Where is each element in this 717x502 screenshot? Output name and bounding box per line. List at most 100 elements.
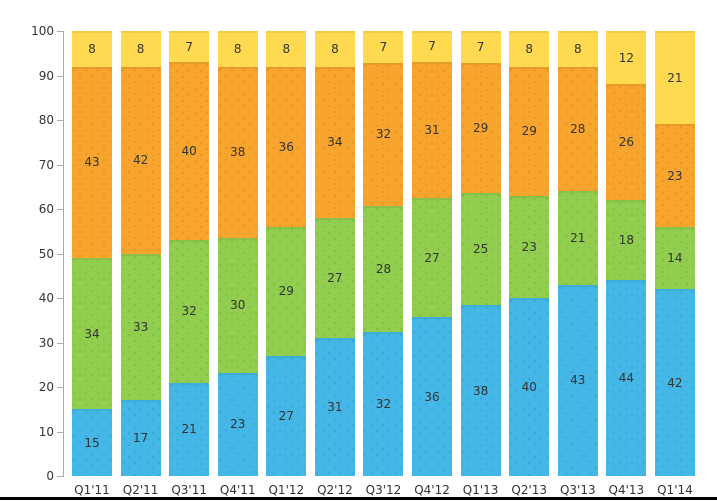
segment-green: 33 [120, 253, 161, 401]
value-label: 23 [521, 239, 537, 254]
value-label: 8 [136, 41, 145, 56]
x-tick-label: Q1'14 [657, 483, 693, 497]
x-tick-label: Q3'13 [559, 483, 596, 497]
segment-blue: 27 [266, 355, 307, 476]
x-tick-label: Q1'12 [268, 483, 305, 497]
segment-orange: 32 [363, 62, 404, 207]
y-tick [57, 120, 63, 121]
y-tick-label: 20 [38, 380, 54, 394]
value-label: 27 [278, 408, 294, 423]
segment-green: 27 [314, 217, 355, 339]
x-tick-label: Q1'11 [74, 483, 110, 497]
segment-yellow: 7 [460, 31, 501, 63]
value-label: 31 [424, 123, 440, 138]
segment-orange: 29 [460, 62, 501, 193]
segment-orange: 29 [509, 66, 550, 196]
value-label: 43 [570, 373, 586, 388]
value-label: 29 [472, 120, 489, 135]
value-label: 27 [424, 250, 440, 265]
value-label: 29 [278, 284, 294, 299]
segment-yellow: 7 [363, 31, 404, 63]
value-label: 7 [476, 39, 485, 54]
segment-orange: 23 [654, 124, 695, 227]
segment-blue: 38 [460, 305, 501, 476]
segment-blue: 42 [654, 289, 695, 476]
bar-q4-12: 36 27 31 7 [412, 31, 453, 476]
y-tick-label: 80 [38, 113, 54, 127]
bar-q2-11: 17 33 42 8 [120, 31, 161, 476]
y-tick [57, 76, 63, 77]
value-label: 34 [84, 326, 100, 341]
value-label: 32 [181, 304, 197, 319]
y-tick [57, 387, 63, 388]
value-label: 36 [278, 139, 294, 154]
segment-green: 25 [460, 192, 501, 306]
segment-orange: 36 [266, 66, 307, 227]
y-tick [57, 432, 63, 433]
segment-yellow: 7 [169, 31, 210, 63]
segment-orange: 26 [606, 84, 647, 201]
segment-blue: 23 [217, 372, 258, 476]
bar-q2-13: 40 23 29 8 [509, 31, 550, 476]
y-tick-label: 100 [31, 24, 54, 38]
value-label: 43 [84, 155, 100, 170]
segment-orange: 42 [120, 66, 161, 254]
value-label: 7 [379, 39, 388, 54]
segment-blue: 36 [412, 317, 453, 476]
value-label: 8 [525, 41, 534, 56]
segment-green: 29 [266, 226, 307, 356]
bar-q1-13: 38 25 29 7 [460, 31, 501, 476]
value-label: 28 [375, 262, 392, 277]
value-label: 28 [570, 121, 586, 136]
x-tick-label: Q4'12 [414, 483, 450, 497]
value-label: 23 [230, 417, 246, 432]
value-label: 7 [185, 39, 193, 54]
value-label: 29 [521, 124, 537, 139]
value-label: 40 [521, 380, 537, 394]
segment-blue: 32 [363, 332, 404, 476]
segment-yellow: 8 [509, 31, 550, 67]
value-label: 27 [327, 270, 343, 285]
segment-green: 18 [606, 200, 647, 281]
x-tick-label: Q4'11 [219, 483, 256, 497]
y-tick [57, 165, 63, 166]
segment-orange: 34 [314, 66, 355, 218]
value-label: 30 [230, 298, 246, 313]
segment-blue: 21 [169, 382, 210, 476]
bar-q3-11: 21 32 40 7 [169, 31, 210, 476]
segment-yellow: 8 [266, 31, 307, 67]
segment-blue: 31 [314, 338, 355, 476]
y-tick-label: 70 [38, 157, 54, 172]
value-label: 18 [618, 233, 634, 248]
y-tick [57, 476, 63, 477]
segment-green: 32 [169, 240, 210, 383]
segment-orange: 40 [169, 62, 210, 241]
y-tick [57, 298, 63, 299]
bar-q3-12: 32 28 32 7 [363, 31, 404, 476]
segment-yellow: 21 [654, 31, 695, 125]
x-tick-label: Q2'13 [511, 483, 548, 497]
segment-yellow: 7 [412, 31, 453, 62]
value-label: 23 [667, 168, 683, 183]
segment-blue: 44 [606, 280, 647, 476]
value-label: 32 [375, 397, 392, 412]
segment-green: 27 [412, 198, 453, 318]
value-label: 31 [327, 400, 343, 415]
x-tick-label: Q4'13 [608, 483, 645, 497]
value-label: 32 [375, 127, 392, 142]
value-label: 26 [618, 135, 634, 150]
y-axis-line [63, 31, 64, 477]
segment-orange: 38 [217, 66, 258, 238]
segment-green: 34 [72, 257, 112, 410]
x-tick-label: Q3'11 [171, 483, 207, 497]
bottom-border [0, 497, 717, 500]
value-label: 38 [472, 383, 489, 398]
bar-q1-12: 27 29 36 8 [266, 31, 307, 476]
segment-blue: 17 [120, 400, 161, 476]
bar-q3-13: 43 21 28 8 [557, 31, 598, 476]
value-label: 12 [618, 50, 634, 65]
value-label: 21 [570, 230, 586, 245]
value-label: 8 [331, 41, 339, 56]
y-tick-label: 90 [38, 68, 54, 83]
